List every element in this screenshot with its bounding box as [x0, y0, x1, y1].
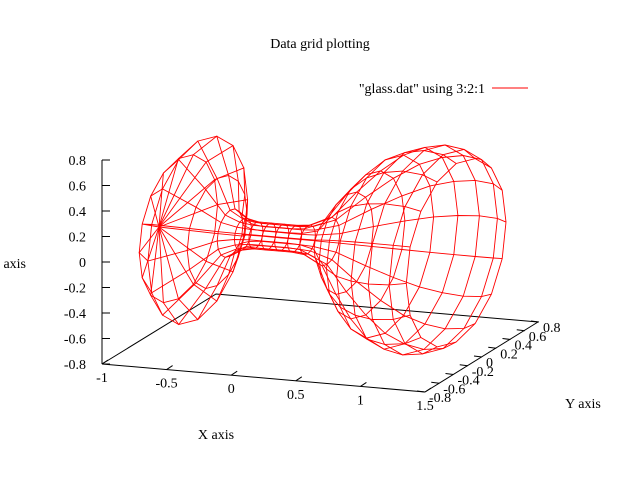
z-tick-label: 0.4 [69, 205, 87, 220]
x-tick-mark [101, 359, 109, 365]
mesh-meridian [158, 140, 457, 228]
y-tick-label: 0.6 [529, 330, 547, 345]
y-tick-label: 0.4 [515, 339, 533, 354]
mesh-meridian [158, 144, 492, 228]
legend-label: "glass.dat" using 3:2:1 [359, 82, 485, 97]
y-tick-label: 0.8 [543, 321, 561, 336]
z-tick-label: -0.8 [64, 358, 86, 373]
mesh-meridian [142, 223, 411, 248]
z-ticks: 0.8 0.6 0.4 0.2 0 -0.2 -0.4 -0.6 -0.8 [64, 154, 110, 373]
mesh-meridian [158, 199, 507, 236]
axes-3d [101, 160, 539, 393]
x-tick-mark [360, 381, 367, 387]
x-tick-mark [424, 387, 432, 393]
mesh-meridian [158, 226, 503, 260]
z-tick-label: -0.6 [64, 333, 86, 348]
y-ticks: -0.8-0.6-0.4-0.20 0.20.40.60.8 [416, 320, 561, 406]
x-tick-label: 1 [357, 393, 364, 408]
x-tick-label: 1.5 [416, 399, 434, 414]
z-tick-label: 0.6 [69, 180, 87, 195]
x-tick-label: -1 [96, 371, 108, 386]
y-tick-mark [473, 355, 483, 358]
legend: "glass.dat" using 3:2:1 [359, 82, 528, 97]
z-tick-label: 0 [79, 256, 86, 271]
y-tick-label: -0.4 [458, 374, 480, 389]
x-ticks: -1 -0.5 0 0.5 1 1.5 [96, 359, 434, 414]
y-tick-label: 0.2 [500, 347, 518, 362]
x-axis-label: X axis [198, 428, 234, 443]
y-tick-mark [516, 329, 525, 332]
y-tick-label: -0.8 [429, 391, 451, 406]
mesh-meridian [158, 135, 476, 228]
z-axis-label: Z axis [0, 257, 26, 272]
mesh-meridian [158, 167, 503, 231]
y-tick-label: 0 [486, 356, 493, 371]
x-axis-line [101, 363, 426, 393]
mesh-meridian [158, 226, 476, 330]
mesh-meridian [158, 226, 438, 356]
mesh-meridian [141, 226, 411, 320]
mesh-meridian [158, 226, 457, 350]
y-tick-mark [431, 381, 440, 384]
y-tick-mark [416, 390, 426, 393]
y-tick-label: -0.2 [472, 365, 494, 380]
mesh-meridian [150, 188, 422, 234]
y-tick-mark [530, 320, 540, 323]
x-tick-mark [230, 370, 238, 376]
y-axis-label: Y axis [565, 397, 601, 412]
z-tick-label: 0.8 [69, 154, 87, 169]
x-tick-label: 0 [228, 382, 235, 397]
x-tick-label: -0.5 [156, 377, 178, 392]
z-tick-label: -0.4 [64, 307, 86, 322]
y-tick-mark [488, 346, 497, 349]
y-tick-label: -0.6 [443, 382, 465, 397]
base-back-line [101, 293, 539, 365]
y-tick-mark [459, 364, 468, 367]
mesh-meridian [138, 226, 407, 286]
mesh-ring [388, 148, 498, 355]
x-tick-label: 0.5 [287, 388, 305, 403]
chart-title: Data grid plotting [270, 37, 370, 52]
surface-mesh [138, 135, 507, 356]
x-tick-mark [166, 365, 173, 371]
x-tick-mark [295, 376, 303, 382]
y-tick-mark [502, 338, 511, 340]
z-tick-label: 0.2 [69, 231, 87, 246]
mesh-ring [405, 158, 507, 348]
mesh-ring [336, 154, 435, 339]
mesh-meridian [158, 158, 438, 230]
mesh-meridian [158, 226, 492, 298]
z-tick-label: -0.2 [64, 282, 86, 297]
y-tick-mark [445, 373, 454, 375]
